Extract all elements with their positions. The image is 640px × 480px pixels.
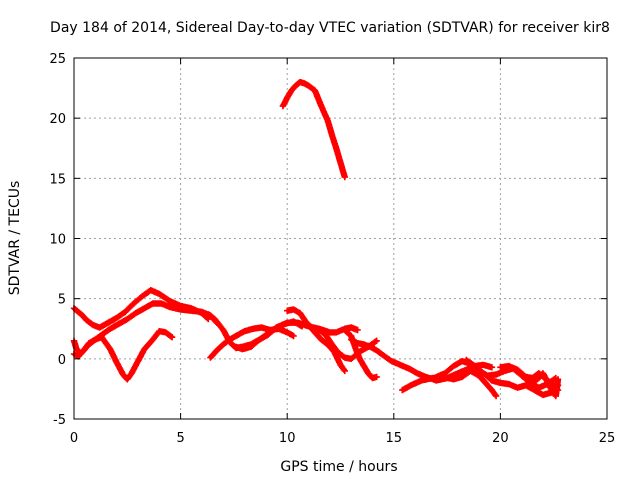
series-trace-10 — [341, 326, 380, 382]
x-tick-label: 25 — [599, 431, 616, 446]
y-tick-label: 15 — [49, 172, 66, 187]
x-tick-label: 0 — [70, 431, 78, 446]
y-tick-label: -5 — [53, 413, 66, 428]
y-tick-label: 0 — [58, 353, 66, 368]
x-tick-label: 15 — [386, 431, 403, 446]
series-trace-16 — [529, 370, 562, 400]
x-tick-label: 10 — [279, 431, 296, 446]
data-series — [70, 78, 562, 400]
y-tick-label: 5 — [58, 293, 66, 308]
y-tick-label: 20 — [49, 112, 66, 127]
x-axis-label: GPS time / hours — [280, 459, 397, 475]
y-tick-label: 10 — [49, 233, 66, 248]
y-tick-label: 25 — [49, 52, 66, 67]
axis-ticks: 0 5 10 15 20 25 -5 0 5 10 15 20 25 — [49, 52, 615, 446]
series-trace-7 — [232, 318, 306, 353]
series-trace-3 — [70, 328, 176, 383]
series-trace-1 — [279, 78, 348, 181]
x-tick-label: 5 — [176, 431, 184, 446]
series-trace-9 — [305, 321, 348, 375]
x-tick-label: 20 — [492, 431, 509, 446]
y-axis-label: SDTVAR / TECUs — [7, 181, 23, 296]
chart-title: Day 184 of 2014, Sidereal Day-to-day VTE… — [50, 20, 610, 36]
